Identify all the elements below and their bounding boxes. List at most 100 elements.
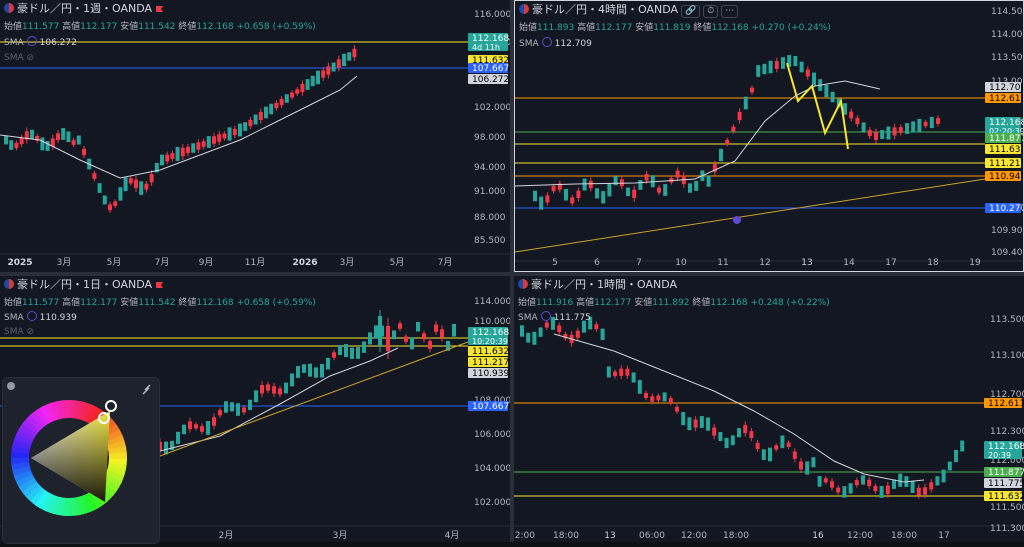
candle-body (404, 336, 408, 342)
hue-segment[interactable] (11, 456, 30, 465)
sma-indicator[interactable]: SMA 106.272 (4, 36, 77, 48)
hue-segment[interactable] (22, 418, 40, 435)
hue-segment[interactable] (103, 474, 122, 488)
sma-settings-icon[interactable] (26, 311, 37, 321)
chart-pane-weekly[interactable]: 116.000109.000102.00098.00094.00091.0008… (0, 0, 510, 272)
hue-segment[interactable] (25, 484, 43, 502)
y-axis-tick: 91.000 (474, 187, 506, 197)
hue-segment[interactable] (21, 480, 40, 497)
chart-pane-4h[interactable]: 114.500114.000113.500113.000110.500110.0… (514, 0, 1024, 272)
hue-segment[interactable] (85, 405, 99, 424)
hue-segment[interactable] (40, 404, 54, 424)
hue-segment[interactable] (81, 402, 94, 422)
hue-segment[interactable] (39, 492, 53, 511)
pane-separator-vertical[interactable] (510, 0, 514, 542)
hue-segment[interactable] (62, 400, 71, 419)
hue-segment[interactable] (77, 401, 88, 421)
hue-segment[interactable] (25, 414, 43, 432)
candle-body (576, 190, 581, 198)
x-axis-tick: 7月 (155, 257, 170, 268)
x-axis-tick: 06:00 (639, 531, 665, 541)
hue-segment[interactable] (13, 469, 33, 482)
weekly-chart-canvas[interactable]: 116.000109.000102.00098.00094.00091.0008… (0, 0, 510, 272)
hue-segment[interactable] (72, 497, 82, 516)
hue-segment[interactable] (67, 497, 76, 516)
candle-body (941, 469, 946, 483)
hue-segment[interactable] (34, 489, 49, 509)
x-axis-tick: 18:00 (891, 531, 917, 541)
eyedropper-icon[interactable] (142, 384, 151, 395)
hue-segment[interactable] (108, 445, 127, 455)
hue-segment[interactable] (29, 487, 46, 505)
sma-indicator[interactable]: SMA 111.775 (518, 311, 591, 323)
symbol-title[interactable]: 豪ドル／円・4時間・OANDA (532, 3, 679, 16)
color-wheel[interactable] (3, 378, 159, 543)
hue-segment[interactable] (80, 494, 93, 514)
close-icon[interactable] (7, 382, 15, 390)
hue-segment[interactable] (30, 410, 47, 429)
color-picker-popup[interactable] (2, 377, 160, 544)
sma-settings-icon[interactable] (541, 37, 552, 47)
hue-segment[interactable] (11, 461, 30, 471)
hue-segment[interactable] (106, 466, 126, 477)
hue-segment[interactable] (108, 451, 127, 460)
hue-segment[interactable] (44, 494, 57, 514)
hue-segment[interactable] (56, 400, 66, 419)
color-handle[interactable] (98, 412, 110, 424)
alert-flag-icon[interactable] (156, 282, 164, 288)
x-axis-tick: 14 (843, 258, 855, 268)
hue-segment[interactable] (105, 470, 125, 483)
sma-settings-icon[interactable] (540, 311, 551, 321)
alert-flag-icon[interactable] (156, 6, 164, 12)
symbol-title[interactable]: 豪ドル／円・1日・OANDA (17, 278, 153, 291)
hue-segment[interactable] (45, 402, 58, 422)
candle-body (731, 126, 736, 132)
candle-body (368, 332, 372, 345)
candle-body (236, 403, 240, 416)
hue-segment[interactable] (18, 423, 38, 438)
hue-segment[interactable] (13, 433, 33, 446)
price-tag (468, 346, 508, 356)
y-axis-tick: 102.000 (474, 498, 510, 508)
hue-segment[interactable] (55, 496, 65, 516)
hue-segment[interactable] (18, 477, 37, 493)
daily-chart-canvas[interactable]: 114.000110.000108.000106.000104.000102.0… (0, 276, 510, 542)
hue-segment[interactable] (34, 407, 50, 426)
h4-chart-canvas[interactable]: 114.500114.000113.500113.000110.500110.0… (515, 1, 1023, 271)
x-axis-tick: 11 (717, 258, 728, 268)
sma-indicator[interactable]: SMA 112.709 (519, 37, 592, 49)
clock-icon[interactable]: ⏱ (703, 5, 719, 18)
chart-pane-1h[interactable]: 113.500 113.100 112.700 112.300 112.000 111.5… (514, 276, 1024, 542)
hue-segment[interactable] (50, 495, 61, 515)
hue-segment[interactable] (88, 490, 104, 509)
h1-chart-canvas[interactable]: 113.500 113.100 112.700 112.300 112.000 111.5… (514, 276, 1024, 542)
link-icon[interactable]: 🔗 (681, 5, 701, 18)
hue-segment[interactable] (12, 439, 32, 450)
symbol-title[interactable]: 豪ドル／円・1時間・OANDA (531, 278, 678, 291)
hue-segment[interactable] (107, 462, 127, 472)
more-options-icon[interactable]: ⋯ (721, 5, 739, 18)
sma-indicator-hidden[interactable]: SMA ⊘ (4, 53, 35, 63)
hue-segment[interactable] (84, 492, 98, 512)
hue-segment[interactable] (105, 434, 125, 447)
eye-hidden-icon[interactable]: ⊘ (26, 327, 35, 337)
candle-body (362, 341, 366, 353)
candle-body (164, 441, 168, 455)
symbol-title[interactable]: 豪ドル／円・1週・OANDA (17, 2, 153, 15)
eye-hidden-icon[interactable]: ⊘ (26, 53, 35, 63)
hue-segment[interactable] (15, 473, 35, 487)
candle-body (613, 176, 618, 186)
sma-indicator-hidden[interactable]: SMA ⊘ (4, 327, 35, 337)
hue-handle[interactable] (105, 400, 117, 412)
hue-segment[interactable] (16, 428, 35, 442)
hue-segment[interactable] (11, 444, 31, 454)
candle-body (332, 352, 336, 358)
sma-indicator[interactable]: SMA 110.939 (4, 311, 77, 323)
sma-settings-icon[interactable] (26, 36, 37, 46)
price-tag-countdown: 4d 11h (472, 43, 500, 52)
hue-segment[interactable] (73, 400, 83, 420)
y-axis-tick: 104.000 (474, 464, 510, 474)
pane-separator-horizontal[interactable] (0, 272, 1024, 276)
symbol-header: 豪ドル／円・1日・OANDA (4, 278, 164, 292)
aud-jpy-flag-icon (518, 279, 528, 289)
